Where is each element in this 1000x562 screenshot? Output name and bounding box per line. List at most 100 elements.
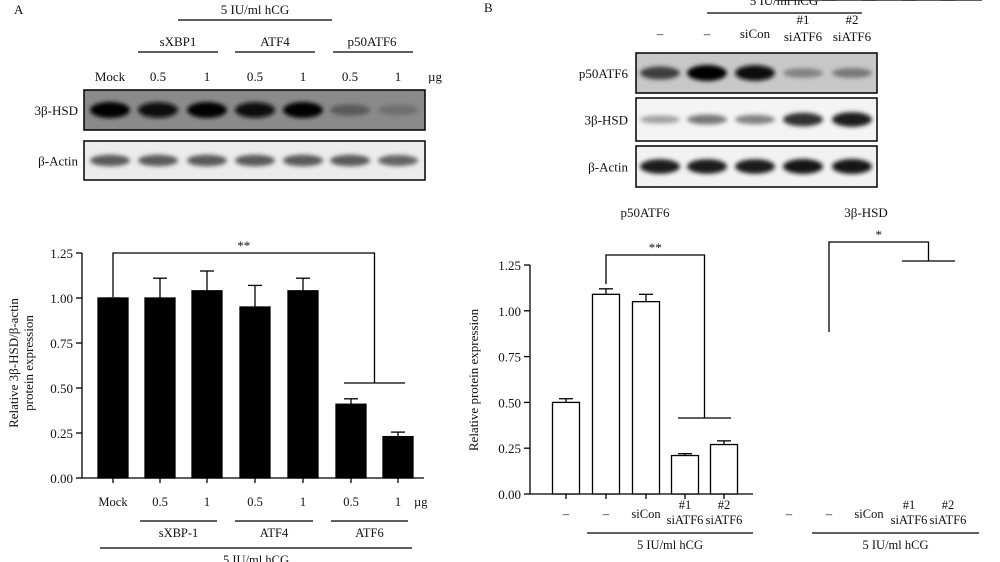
x-tick-label: #1 — [903, 498, 916, 512]
x-tick-label: 0.5 — [152, 495, 168, 509]
x-tick-label: 0.5 — [343, 495, 359, 509]
blot-lane-label: – — [703, 26, 711, 41]
blot-band — [735, 65, 775, 81]
blot-band — [783, 159, 823, 174]
x-tick-label: siATF6 — [891, 513, 928, 527]
blot-row: β-Actin — [38, 140, 426, 181]
bar — [239, 306, 271, 479]
blot-band — [735, 159, 775, 174]
y-tick-label: 0.50 — [498, 395, 521, 410]
x-tick-label: 0.5 — [247, 495, 263, 509]
blot-b-treatment-label: 5 IU/ml hCG — [750, 0, 819, 8]
blot-row: 3β-HSD — [35, 89, 426, 131]
blot-lane-label: – — [656, 26, 664, 41]
chart-a: 0.00 0.25 0.50 0.75 1.00 1.25 Relative 3β-HSD/… — [6, 238, 428, 562]
group-label: sXBP-1 — [159, 526, 199, 540]
significance-bracket — [605, 254, 706, 418]
blot-band — [90, 102, 130, 118]
blot-a-treatment-label: 5 IU/ml hCG — [221, 2, 290, 17]
x-unit-label: µg — [414, 495, 428, 509]
y-tick-label: 0.75 — [498, 350, 521, 365]
y-tick-label: 0.00 — [498, 487, 521, 502]
blot-a-group-label: p50ATF6 — [347, 34, 397, 49]
blot-band — [832, 112, 872, 127]
x-tick-label: #2 — [942, 498, 955, 512]
chart-b-p50atf6: 0.00 0.25 0.50 0.75 1.00 1.25 Relative protein… — [466, 205, 753, 552]
bar — [709, 443, 739, 495]
blot-band — [283, 102, 323, 118]
blot-band — [640, 115, 680, 124]
x-tick-label: siATF6 — [930, 513, 967, 527]
blot-row-label: 3β-HSD — [35, 103, 78, 118]
bar — [631, 300, 661, 495]
significance-bracket — [828, 241, 930, 332]
x-tick-label: Mock — [98, 495, 128, 509]
blot-band — [235, 102, 275, 118]
x-tick-label: 1 — [395, 495, 401, 509]
blot-row-label: β-Actin — [588, 160, 628, 175]
x-tick-label: – — [562, 507, 570, 521]
y-tick-label: 0.75 — [50, 336, 73, 351]
blot-band — [138, 154, 178, 167]
blot-lane-label: 0.5 — [150, 69, 166, 84]
blot-band — [330, 104, 370, 116]
y-tick-label: 0.00 — [50, 471, 73, 486]
bar — [382, 435, 414, 479]
bar — [144, 297, 176, 479]
blot-lane-label: 0.5 — [247, 69, 263, 84]
bar — [551, 401, 581, 495]
blot-lane-label: 1 — [395, 69, 402, 84]
significance-label: ** — [237, 238, 250, 253]
blot-row-label: β-Actin — [38, 154, 78, 169]
blot-band — [687, 114, 727, 125]
blot-lane-label: #2 — [846, 12, 859, 27]
blot-a-group-label: ATF4 — [260, 34, 290, 49]
blot-a-unit: µg — [428, 69, 442, 84]
blot-row: p50ATF6 — [579, 52, 878, 94]
treatment-label: 5 IU/ml hCG — [637, 538, 703, 552]
chart-title: p50ATF6 — [620, 205, 670, 220]
x-tick-label: – — [602, 507, 610, 521]
x-tick-label: siATF6 — [667, 513, 704, 527]
chart-title: 3β-HSD — [844, 205, 887, 220]
blot-row-label: 3β-HSD — [585, 113, 628, 128]
bar — [191, 290, 223, 479]
blot-lane-label: 0.5 — [342, 69, 358, 84]
y-tick-label: 0.50 — [50, 381, 73, 396]
panel-b-letter: B — [484, 0, 493, 15]
significance-bracket — [112, 252, 376, 383]
bar — [287, 290, 319, 479]
x-tick-label: #1 — [679, 498, 692, 512]
group-label: ATF4 — [260, 526, 289, 540]
blot-lane-label: siATF6 — [833, 29, 872, 44]
y-tick-label: 1.00 — [498, 304, 521, 319]
blot-lane-label: 1 — [204, 69, 211, 84]
bar — [335, 403, 367, 479]
blot-lane-label: siATF6 — [784, 29, 823, 44]
blot-band — [138, 102, 178, 118]
panel-a-blot: A 5 IU/ml hCG sXBP1 ATF4 p50ATF6 Mock 0.5… — [14, 2, 442, 181]
blot-band — [640, 66, 680, 80]
panel-a-letter: A — [14, 2, 24, 17]
blot-band — [187, 154, 227, 167]
blot-band — [640, 159, 680, 174]
x-tick-label: 1 — [204, 495, 210, 509]
blot-lane-label: #1 — [797, 12, 810, 27]
bar — [670, 454, 700, 495]
bar — [97, 297, 129, 479]
blot-lane-label: Mock — [95, 69, 126, 84]
treatment-label: 5 IU/ml hCG — [223, 553, 289, 562]
significance-label: * — [876, 227, 883, 242]
treatment-label: 5 IU/ml hCG — [863, 538, 929, 552]
x-tick-label: #2 — [718, 498, 731, 512]
y-axis-label: Relative protein expression — [466, 308, 481, 451]
y-tick-label: 1.25 — [50, 246, 73, 261]
blot-row-label: p50ATF6 — [579, 66, 629, 81]
x-tick-label: siCon — [854, 507, 884, 521]
blot-lane-label: 1 — [300, 69, 307, 84]
y-tick-label: 1.00 — [50, 291, 73, 306]
blot-band — [330, 154, 370, 167]
blot-band — [187, 102, 227, 118]
